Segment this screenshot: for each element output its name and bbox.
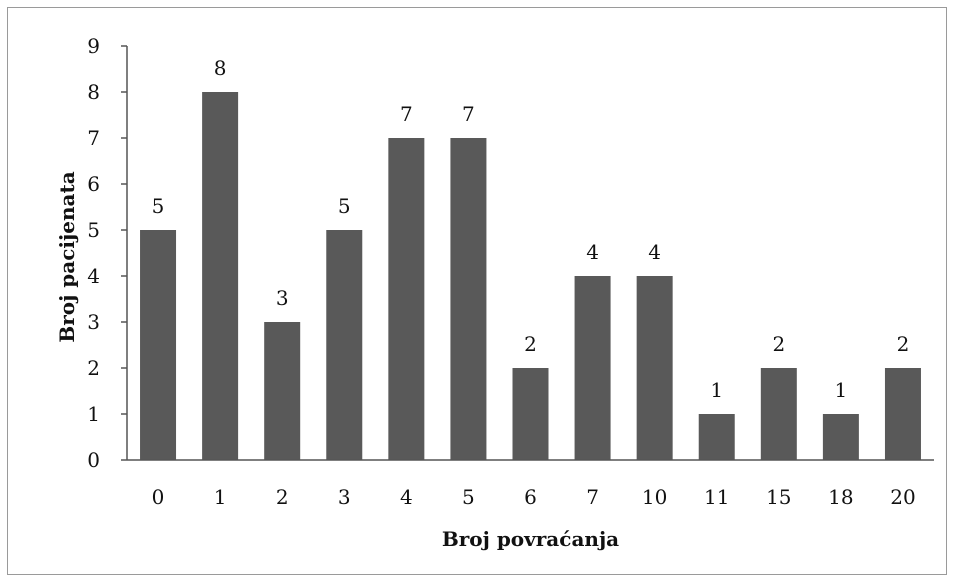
bar [636,276,673,460]
x-tick-label: 20 [890,485,915,509]
x-tick-label: 5 [462,485,475,509]
data-label: 1 [835,378,848,402]
data-label: 4 [648,240,661,264]
y-tick-label: 5 [87,218,100,242]
bar [574,276,611,460]
bar [698,414,735,460]
y-tick-label: 4 [87,264,100,288]
y-tick-label: 0 [87,448,100,472]
x-tick-label: 3 [338,485,351,509]
bar [202,92,239,460]
bar [140,230,177,460]
data-label: 5 [152,194,165,218]
bar [388,138,425,460]
data-labels-group: 5 8 3 5 7 7 2 4 4 1 2 1 2 [152,56,910,402]
data-label: 7 [400,102,413,126]
data-label: 5 [338,194,351,218]
y-tick-label: 1 [87,402,100,426]
y-axis-title: Broj pacijenata [55,171,79,342]
data-label: 2 [772,332,785,356]
data-label: 2 [897,332,910,356]
x-tick-label: 1 [214,485,227,509]
x-tick-label: 6 [524,485,537,509]
x-tick-label: 2 [276,485,289,509]
x-tick-label: 0 [152,485,165,509]
y-tick-label: 7 [87,126,100,150]
y-tick-label: 6 [87,172,100,196]
x-tick-label: 7 [586,485,599,509]
x-axis-ticks: 0 1 2 3 4 5 6 7 10 11 15 18 20 [152,485,916,509]
x-tick-label: 18 [828,485,853,509]
data-label: 2 [524,332,537,356]
data-label: 4 [586,240,599,264]
y-axis-ticks: 0 1 2 3 4 5 6 7 8 9 [87,34,127,472]
bar [884,368,921,460]
bar [512,368,549,460]
bar [760,368,797,460]
bar [450,138,487,460]
data-label: 3 [276,286,289,310]
x-tick-label: 15 [766,485,791,509]
y-tick-label: 8 [87,80,100,104]
x-tick-label: 11 [704,485,729,509]
y-tick-label: 2 [87,356,100,380]
data-label: 1 [710,378,723,402]
data-label: 8 [214,56,227,80]
bar [822,414,859,460]
x-tick-label: 4 [400,485,413,509]
x-axis-title: Broj povraćanja [442,527,619,551]
bar [264,322,301,460]
bars-group [140,92,921,460]
y-tick-label: 9 [87,34,100,58]
data-label: 7 [462,102,475,126]
y-tick-label: 3 [87,310,100,334]
x-tick-label: 10 [642,485,667,509]
bar [326,230,363,460]
